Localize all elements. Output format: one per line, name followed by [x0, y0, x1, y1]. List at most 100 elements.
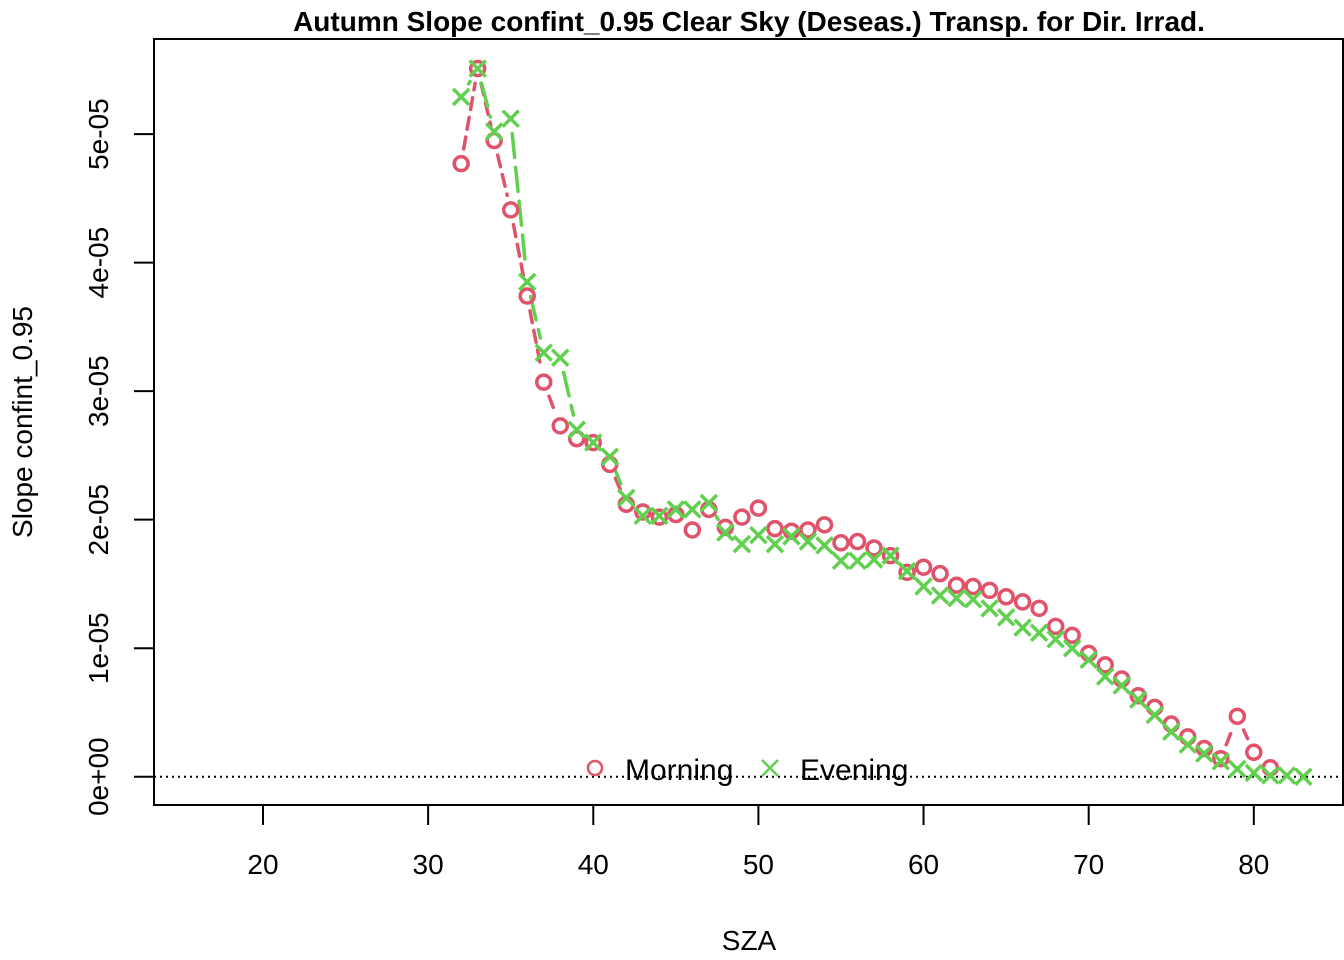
- evening-point-34: [484, 122, 504, 141]
- evening-point-51: [765, 534, 785, 554]
- morning-point-61: [931, 564, 949, 583]
- evening-point-45: [666, 500, 686, 519]
- evening-point-74: [1145, 705, 1164, 725]
- evening-point-72: [1112, 676, 1131, 695]
- morning-point-37: [534, 373, 553, 391]
- x-tick-label-50: 50: [743, 849, 774, 880]
- evening-point-67: [1029, 623, 1049, 643]
- morning-point-59: [898, 563, 916, 582]
- morning-point-46: [683, 521, 702, 539]
- morning-point-73: [1129, 687, 1147, 705]
- evening-point-81: [1261, 766, 1280, 785]
- y-axis-label: Slope confint_0.95: [7, 306, 38, 538]
- morning-point-56: [848, 532, 867, 551]
- y-tick-label-0e+00: 0e+00: [83, 737, 114, 816]
- morning-point-35: [501, 201, 520, 219]
- evening-point-39: [567, 420, 586, 439]
- evening-point-38: [551, 348, 570, 367]
- evening-point-70: [1079, 650, 1098, 670]
- evening-point-48: [716, 523, 735, 542]
- evening-point-77: [1195, 744, 1214, 763]
- evening-point-42: [617, 488, 636, 508]
- evening-point-57: [864, 550, 884, 569]
- morning-point-68: [1046, 617, 1065, 636]
- morning-point-67: [1030, 599, 1048, 618]
- evening-point-46: [683, 500, 702, 519]
- evening-point-64: [980, 599, 999, 618]
- morning-point-58: [881, 546, 900, 565]
- plot-frame: [153, 38, 1344, 806]
- morning-point-69: [1063, 626, 1081, 645]
- morning-point-32: [452, 154, 470, 173]
- evening-point-40: [584, 433, 603, 452]
- morning-point-62: [947, 576, 966, 594]
- evening-point-53: [798, 532, 818, 551]
- morning-point-64: [980, 581, 999, 600]
- y-tick-label-4e-05: 4e-05: [83, 227, 114, 299]
- morning-point-78: [1212, 749, 1230, 768]
- y-tick-label-1e-05: 1e-05: [83, 612, 114, 684]
- morning-point-36: [518, 287, 536, 305]
- evening-point-73: [1128, 690, 1148, 709]
- evening-point-58: [881, 546, 900, 565]
- evening-point-79: [1228, 759, 1247, 779]
- morning-point-40: [584, 433, 603, 452]
- evening-point-83: [1294, 767, 1313, 786]
- evening-point-55: [831, 551, 851, 571]
- evening-point-41: [600, 447, 620, 466]
- series-line-evening: [466, 79, 720, 522]
- evening-point-69: [1062, 638, 1082, 658]
- legend-morning-label: Morning: [625, 754, 733, 787]
- x-tick-label-70: 70: [1073, 849, 1104, 880]
- evening-point-63: [963, 590, 983, 609]
- evening-point-33: [468, 59, 487, 78]
- morning-point-44: [650, 508, 669, 526]
- morning-point-55: [832, 534, 850, 552]
- morning-point-49: [733, 508, 751, 526]
- legend-evening-label: Evening: [800, 754, 908, 787]
- morning-point-38: [551, 417, 569, 435]
- legend-evening-symbol: [761, 759, 779, 777]
- evening-point-78: [1211, 752, 1231, 771]
- evening-point-54: [815, 536, 834, 555]
- morning-point-80: [1245, 743, 1263, 762]
- evening-point-50: [749, 525, 768, 545]
- evening-point-65: [996, 608, 1016, 627]
- legend: Morning Evening: [586, 754, 908, 787]
- morning-point-57: [865, 539, 883, 557]
- evening-point-47: [699, 493, 719, 513]
- chart-title: Autumn Slope confint_0.95 Clear Sky (Des…: [293, 6, 1205, 37]
- evening-point-61: [930, 586, 950, 605]
- evening-point-36: [517, 272, 537, 292]
- evening-point-60: [914, 577, 933, 596]
- morning-point-53: [799, 521, 817, 539]
- evening-point-82: [1277, 766, 1297, 785]
- evening-point-49: [732, 534, 752, 554]
- evening-point-43: [633, 506, 653, 526]
- evening-point-68: [1046, 629, 1065, 649]
- x-tick-label-30: 30: [413, 849, 444, 880]
- morning-point-33: [468, 59, 487, 78]
- evening-point-76: [1178, 735, 1198, 754]
- morning-point-63: [964, 577, 982, 596]
- x-tick-label-40: 40: [578, 849, 609, 880]
- evening-point-75: [1162, 722, 1181, 741]
- evening-point-32: [451, 87, 471, 107]
- morning-point-43: [634, 503, 652, 521]
- morning-point-51: [766, 519, 784, 538]
- evening-point-56: [848, 551, 867, 571]
- morning-point-65: [997, 588, 1015, 606]
- evening-point-52: [782, 527, 801, 546]
- evening-point-37: [534, 343, 553, 362]
- evening-point-44: [650, 506, 669, 526]
- y-tick-label-3e-05: 3e-05: [83, 355, 114, 427]
- evening-point-59: [897, 561, 917, 581]
- x-tick-label-80: 80: [1238, 849, 1269, 880]
- y-tick-label-5e-05: 5e-05: [83, 98, 114, 170]
- evening-point-80: [1244, 763, 1264, 783]
- morning-point-54: [815, 516, 834, 534]
- evening-point-35: [501, 109, 520, 128]
- morning-point-79: [1228, 707, 1247, 726]
